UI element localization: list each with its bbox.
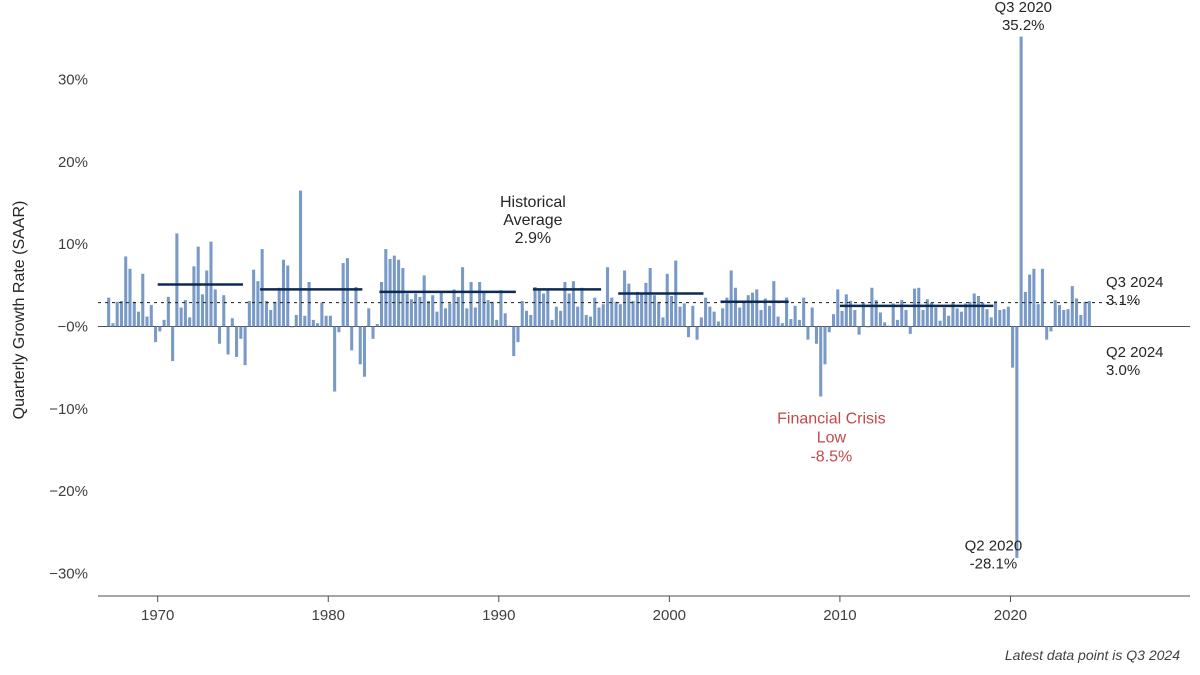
svg-text:Q3 2024: Q3 2024	[1106, 274, 1164, 291]
svg-text:20%: 20%	[58, 154, 88, 171]
svg-text:3.1%: 3.1%	[1106, 292, 1140, 309]
svg-text:3.0%: 3.0%	[1106, 362, 1140, 379]
svg-text:Low: Low	[817, 430, 847, 447]
svg-text:Financial Crisis: Financial Crisis	[777, 411, 885, 428]
svg-text:1980: 1980	[312, 607, 345, 624]
svg-text:Q2 2020: Q2 2020	[965, 537, 1023, 554]
svg-text:Q2 2024: Q2 2024	[1106, 344, 1164, 361]
svg-text:2020: 2020	[994, 607, 1027, 624]
svg-text:35.2%: 35.2%	[1002, 17, 1045, 34]
svg-text:Q3 2020: Q3 2020	[994, 0, 1052, 16]
svg-text:Historical: Historical	[500, 194, 566, 211]
svg-text:−0%: −0%	[58, 318, 88, 335]
svg-text:30%: 30%	[58, 71, 88, 88]
svg-text:1970: 1970	[141, 607, 174, 624]
gdp-growth-chart: −30% −20% −10% −0% 10% 20% 30% 1970 1980 1990 2000…	[0, 0, 1200, 675]
svg-text:-28.1%: -28.1%	[970, 555, 1018, 572]
svg-text:−30%: −30%	[49, 566, 88, 583]
footnote: Latest data point is Q3 2024	[1005, 647, 1180, 663]
svg-text:−10%: −10%	[49, 401, 88, 418]
svg-text:Quarterly Growth Rate (SAAR): Quarterly Growth Rate (SAAR)	[11, 201, 28, 420]
chart-svg: −30% −20% −10% −0% 10% 20% 30% 1970 1980 1990 2000…	[0, 0, 1200, 675]
svg-text:-8.5%: -8.5%	[810, 449, 852, 466]
svg-text:2010: 2010	[823, 607, 856, 624]
svg-text:Average: Average	[503, 212, 562, 229]
svg-text:2000: 2000	[653, 607, 686, 624]
svg-text:10%: 10%	[58, 236, 88, 253]
svg-text:−20%: −20%	[49, 483, 88, 500]
svg-text:2.9%: 2.9%	[515, 230, 551, 247]
svg-text:1990: 1990	[482, 607, 515, 624]
